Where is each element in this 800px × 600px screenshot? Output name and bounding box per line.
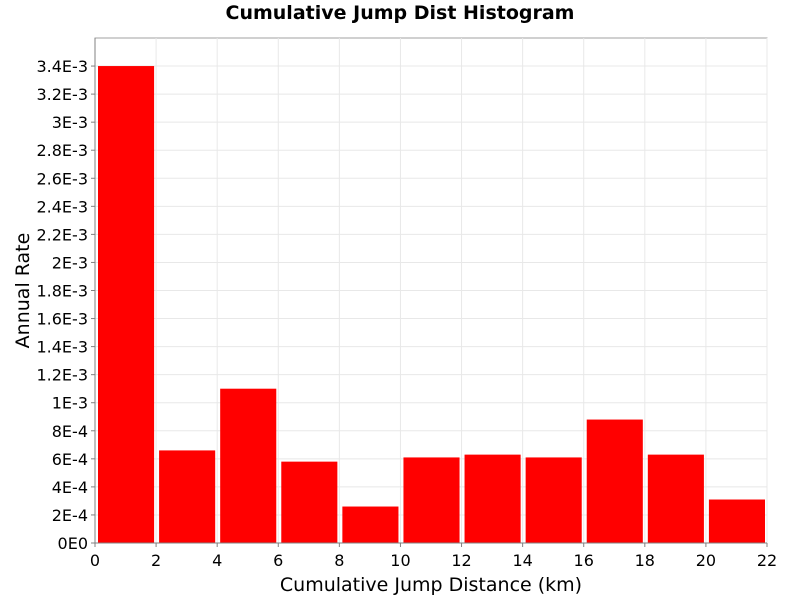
y-axis-label: Annual Rate [12,233,34,349]
histogram-bar [647,454,704,543]
chart-title: Cumulative Jump Dist Histogram [225,2,575,24]
x-tick-label: 22 [757,551,777,570]
x-tick-label: 0 [90,551,100,570]
x-tick-label: 10 [390,551,410,570]
histogram-bar [464,454,521,543]
y-tick-label: 1.8E-3 [36,282,88,301]
y-tick-label: 2E-3 [52,253,88,272]
histogram-bar [708,499,765,543]
histogram-bar [342,506,399,543]
y-tick-label: 1E-3 [52,394,88,413]
x-tick-label: 8 [334,551,344,570]
histogram-bar [159,450,216,543]
histogram-bar [586,419,643,543]
x-tick-label: 4 [212,551,222,570]
y-tick-label: 1.2E-3 [36,366,88,385]
y-tick-label: 4E-4 [52,478,88,497]
x-axis-label: Cumulative Jump Distance (km) [280,574,582,596]
x-tick-label: 16 [574,551,594,570]
x-tick-label: 12 [451,551,471,570]
y-tick-label: 8E-4 [52,422,88,441]
histogram-bar [220,388,277,543]
y-tick-label: 2.8E-3 [36,141,88,160]
y-tick-label: 3E-3 [52,113,88,132]
y-tick-label: 6E-4 [52,450,88,469]
axes [91,38,768,547]
x-tick-label: 14 [512,551,532,570]
y-tick-labels: 0E0 2E-4 4E-4 6E-4 8E-4 1E-3 1.2E-3 1.4E-3 1.6E-… [36,57,88,553]
x-tick-label: 2 [151,551,161,570]
x-tick-labels: 0 2 4 6 8 10 12 14 16 18 20 22 [90,551,777,570]
x-tick-label: 6 [273,551,283,570]
y-tick-label: 2.6E-3 [36,169,88,188]
x-tick-label: 20 [696,551,716,570]
histogram-bar [403,457,460,543]
y-tick-label: 3.2E-3 [36,85,88,104]
x-tick-label: 18 [635,551,655,570]
y-tick-label: 3.4E-3 [36,57,88,76]
y-tick-label: 2.4E-3 [36,197,88,216]
y-tick-label: 2E-4 [52,506,88,525]
histogram-bar [281,461,338,543]
y-tick-label: 0E0 [58,534,88,553]
y-tick-label: 1.6E-3 [36,310,88,329]
bars [98,66,765,544]
histogram-bar [525,457,582,543]
y-tick-label: 1.4E-3 [36,338,88,357]
histogram-bar [98,66,155,544]
y-tick-label: 2.2E-3 [36,225,88,244]
